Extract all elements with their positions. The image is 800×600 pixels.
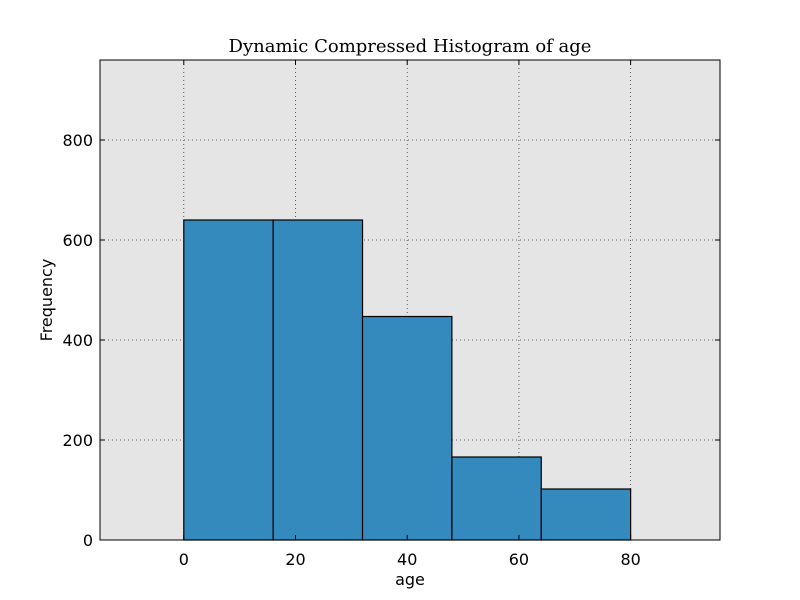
bars-layer: [183, 219, 632, 541]
y-tick-label: 200: [62, 431, 93, 450]
y-axis-label: Frequency: [37, 259, 56, 342]
x-tick-label: 20: [285, 550, 305, 569]
x-tick-label: 0: [179, 550, 189, 569]
histogram-bar: [361, 315, 453, 541]
x-tick-label: 80: [620, 550, 640, 569]
plot-frame: [99, 59, 721, 541]
histogram-bar: [451, 456, 542, 541]
histogram-bar: [183, 219, 274, 541]
y-tick-label: 600: [62, 231, 93, 250]
histogram-bar: [540, 488, 632, 541]
y-tick-label: 800: [62, 131, 93, 150]
histogram-bar: [272, 219, 364, 541]
x-axis-label: age: [395, 570, 425, 589]
x-tick-label: 60: [509, 550, 529, 569]
y-tick-label: 0: [83, 531, 93, 550]
y-tick-label: 400: [62, 331, 93, 350]
x-tick-label: 40: [397, 550, 417, 569]
chart-title: Dynamic Compressed Histogram of age: [229, 36, 592, 57]
